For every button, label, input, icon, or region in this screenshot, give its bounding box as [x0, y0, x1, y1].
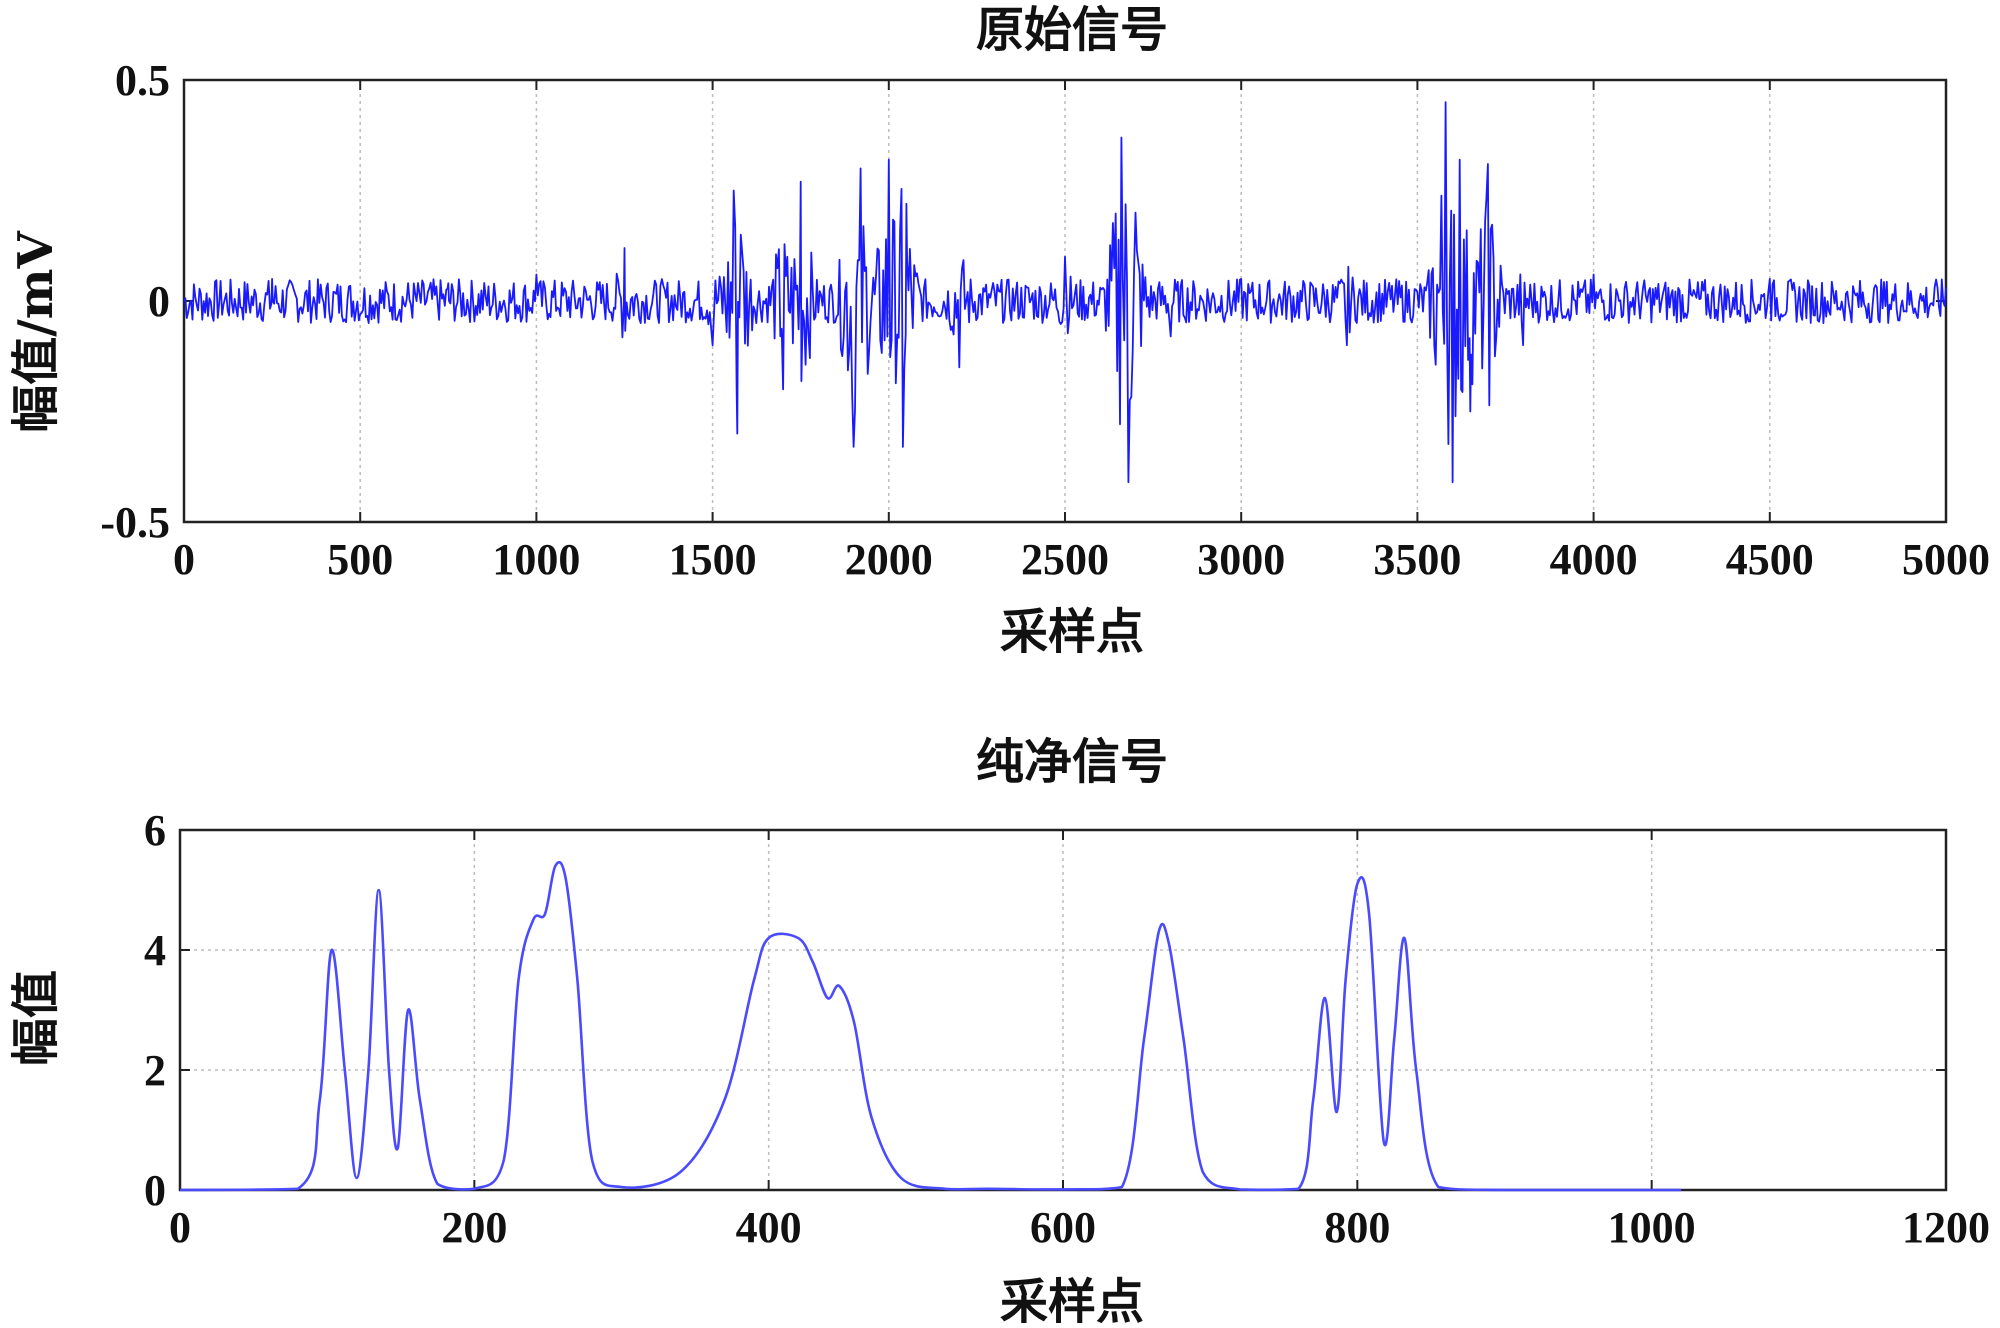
y-tick-label: 0.5: [115, 56, 170, 105]
x-tick-label: 4500: [1726, 535, 1814, 584]
x-tick-label: 3500: [1373, 535, 1461, 584]
x-tick-label: 800: [1324, 1203, 1390, 1252]
series-line: [179, 860, 1682, 1192]
x-tick-label: 500: [327, 535, 393, 584]
x-axis-label: 采样点: [1000, 1274, 1144, 1328]
plot-frame: [178, 828, 1948, 1192]
x-tick-label: 200: [441, 1203, 507, 1252]
chart-clean-signal: 纯净信号 采样点 幅值 0 200 400 600 800 1000 1200 0 2 4 6: [8, 734, 1990, 1328]
x-tick-label: 400: [736, 1203, 802, 1252]
x-tick-label: 3000: [1197, 535, 1285, 584]
x-tick-label: 1000: [1608, 1203, 1696, 1252]
x-tick-label: 5000: [1902, 535, 1990, 584]
y-tick-label: -0.5: [100, 498, 170, 547]
y-tick-label: 6: [144, 806, 166, 855]
y-axis-label: 幅值/mV: [8, 230, 64, 432]
x-tick-label: 0: [173, 535, 195, 584]
chart-raw-signal: 原始信号 采样点 幅值/mV 0 500 1000 1500 2000 2500 3000 3…: [8, 2, 1990, 660]
x-tick-label: 1000: [492, 535, 580, 584]
y-axis-label: 幅值: [8, 970, 64, 1066]
x-tick-label: 2500: [1021, 535, 1109, 584]
y-tick-label: 0: [144, 1166, 166, 1215]
y-tick-label: 4: [144, 926, 166, 975]
x-axis-label: 采样点: [1000, 604, 1144, 660]
x-tick-label: 1200: [1902, 1203, 1990, 1252]
chart-title: 原始信号: [976, 2, 1168, 58]
grid: [180, 830, 1946, 1190]
x-tick-label: 0: [169, 1203, 191, 1252]
series-line: [183, 101, 1947, 484]
x-tick-label: 4000: [1550, 535, 1638, 584]
x-tick-label: 2000: [845, 535, 933, 584]
chart-title: 纯净信号: [976, 734, 1168, 790]
y-tick-label: 0: [148, 277, 170, 326]
x-tick-label: 600: [1030, 1203, 1096, 1252]
x-tick-label: 1500: [669, 535, 757, 584]
y-tick-label: 2: [144, 1046, 166, 1095]
